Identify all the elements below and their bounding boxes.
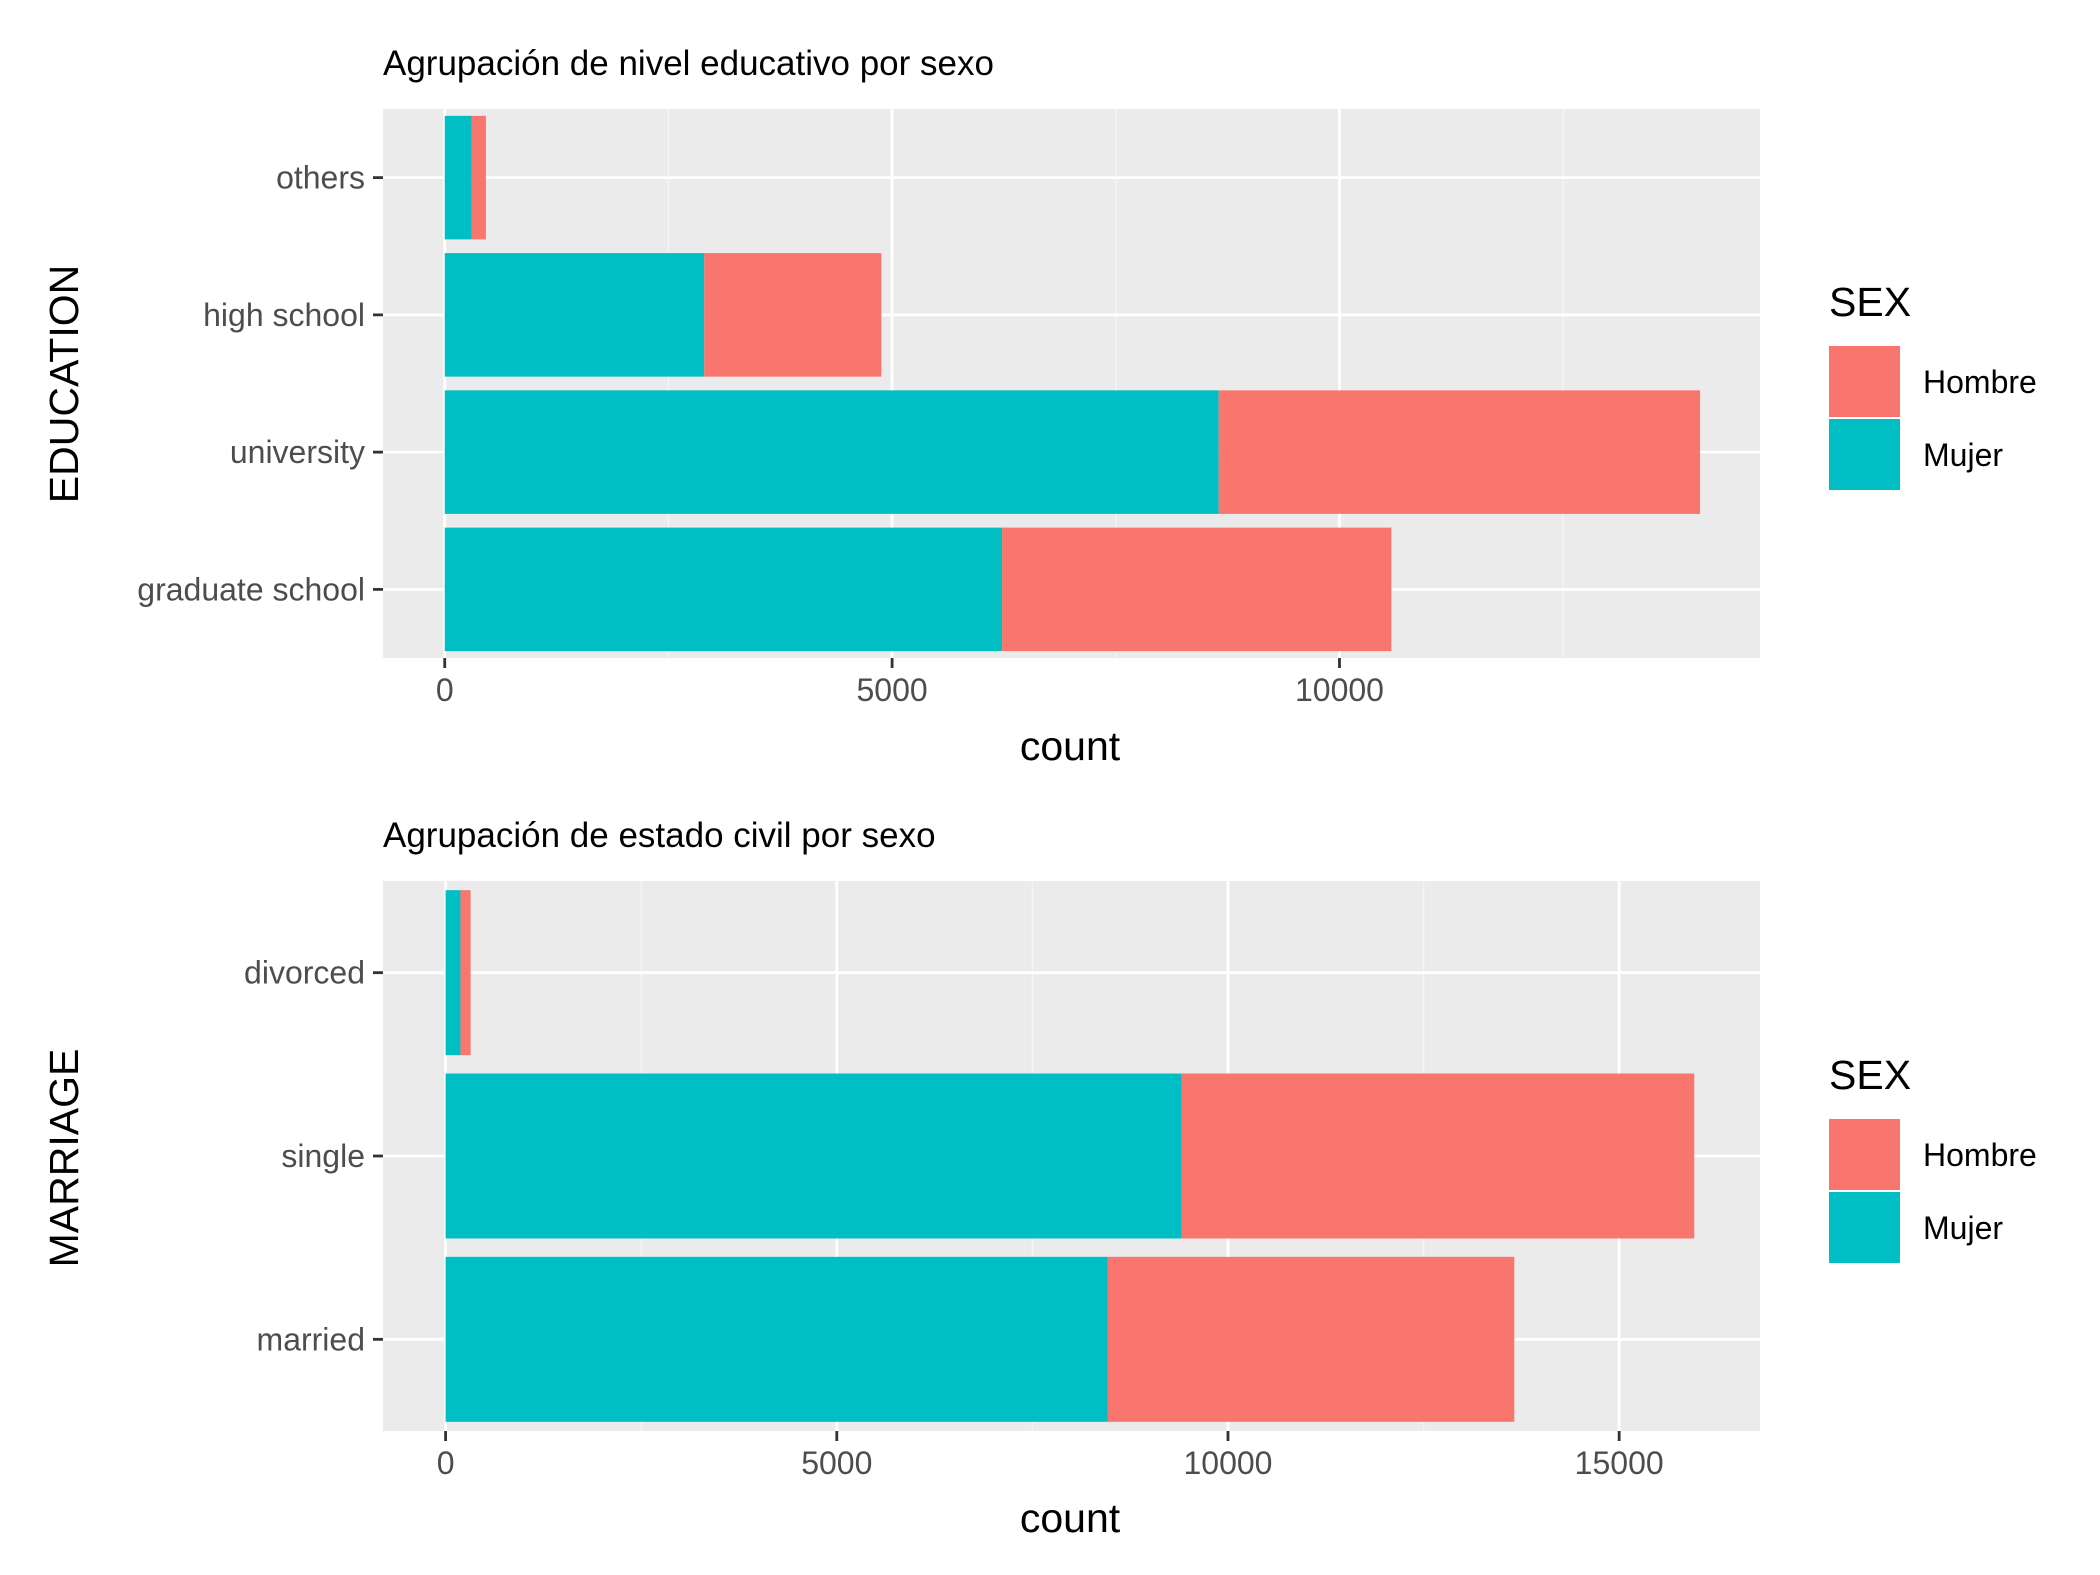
marriage-x-axis: 0 5000 10000 15000 <box>437 1431 1664 1481</box>
education-legend-label-mujer: Mujer <box>1923 437 2003 473</box>
marriage-x-tick-label: 5000 <box>801 1445 872 1481</box>
bar-education-high-school-hombre <box>704 253 882 377</box>
bar-marriage-single-hombre <box>1181 1073 1695 1239</box>
marriage-bars <box>445 890 1695 1422</box>
marriage-y-tick-label: divorced <box>244 955 365 991</box>
marriage-chart: Agrupación de estado civil por sexo divo… <box>41 816 2037 1541</box>
bar-education-others-mujer <box>444 115 472 240</box>
marriage-x-tick-label: 10000 <box>1183 1445 1272 1481</box>
bar-marriage-single-mujer <box>445 1073 1182 1239</box>
education-chart: Agrupación de nivel educativo por sexo o… <box>41 44 2037 769</box>
marriage-y-axis-title: MARRIAGE <box>41 1049 87 1268</box>
education-x-axis: 0 5000 10000 <box>436 658 1384 708</box>
education-x-tick-label: 5000 <box>857 672 928 708</box>
bar-education-high-school-mujer <box>444 253 705 377</box>
education-x-axis-title: count <box>1020 723 1121 769</box>
marriage-x-tick-label: 15000 <box>1575 1445 1664 1481</box>
marriage-x-axis-title: count <box>1020 1495 1121 1541</box>
marriage-y-axis: divorced single married <box>244 955 383 1357</box>
education-legend: SEX Hombre Mujer <box>1829 279 2037 490</box>
marriage-legend: SEX Hombre Mujer <box>1829 1052 2037 1263</box>
education-y-axis: others high school university graduate scho… <box>137 160 383 607</box>
education-y-tick-label: others <box>276 160 365 196</box>
education-y-tick-label: graduate school <box>137 571 365 607</box>
bar-education-university-mujer <box>444 390 1219 514</box>
marriage-chart-title: Agrupación de estado civil por sexo <box>383 816 936 855</box>
bar-education-graduate-school-hombre <box>1002 527 1392 652</box>
education-legend-key-hombre <box>1829 346 1900 417</box>
education-y-tick-label: university <box>230 434 365 470</box>
marriage-legend-label-hombre: Hombre <box>1923 1137 2037 1173</box>
marriage-legend-label-mujer: Mujer <box>1923 1210 2003 1246</box>
marriage-legend-key-hombre <box>1829 1119 1900 1190</box>
education-x-tick-label: 0 <box>436 672 454 708</box>
education-y-tick-label: high school <box>203 297 365 333</box>
education-legend-label-hombre: Hombre <box>1923 364 2037 400</box>
bar-marriage-married-hombre <box>1107 1256 1515 1422</box>
marriage-legend-key-mujer <box>1829 1192 1900 1263</box>
bar-marriage-divorced-hombre <box>460 890 471 1056</box>
education-y-axis-title: EDUCATION <box>41 265 87 503</box>
marriage-legend-title: SEX <box>1829 1052 1911 1098</box>
education-legend-key-mujer <box>1829 419 1900 490</box>
education-x-tick-label: 10000 <box>1295 672 1384 708</box>
education-bars <box>444 115 1701 652</box>
marriage-x-tick-label: 0 <box>437 1445 455 1481</box>
bar-education-graduate-school-mujer <box>444 527 1003 652</box>
education-chart-title: Agrupación de nivel educativo por sexo <box>383 44 994 83</box>
education-legend-title: SEX <box>1829 279 1911 325</box>
bar-education-others-hombre <box>471 115 486 240</box>
bar-education-university-hombre <box>1218 390 1701 514</box>
marriage-y-tick-label: married <box>257 1321 365 1357</box>
bar-marriage-married-mujer <box>445 1256 1108 1422</box>
bar-marriage-divorced-mujer <box>445 890 461 1056</box>
marriage-y-tick-label: single <box>281 1138 365 1174</box>
